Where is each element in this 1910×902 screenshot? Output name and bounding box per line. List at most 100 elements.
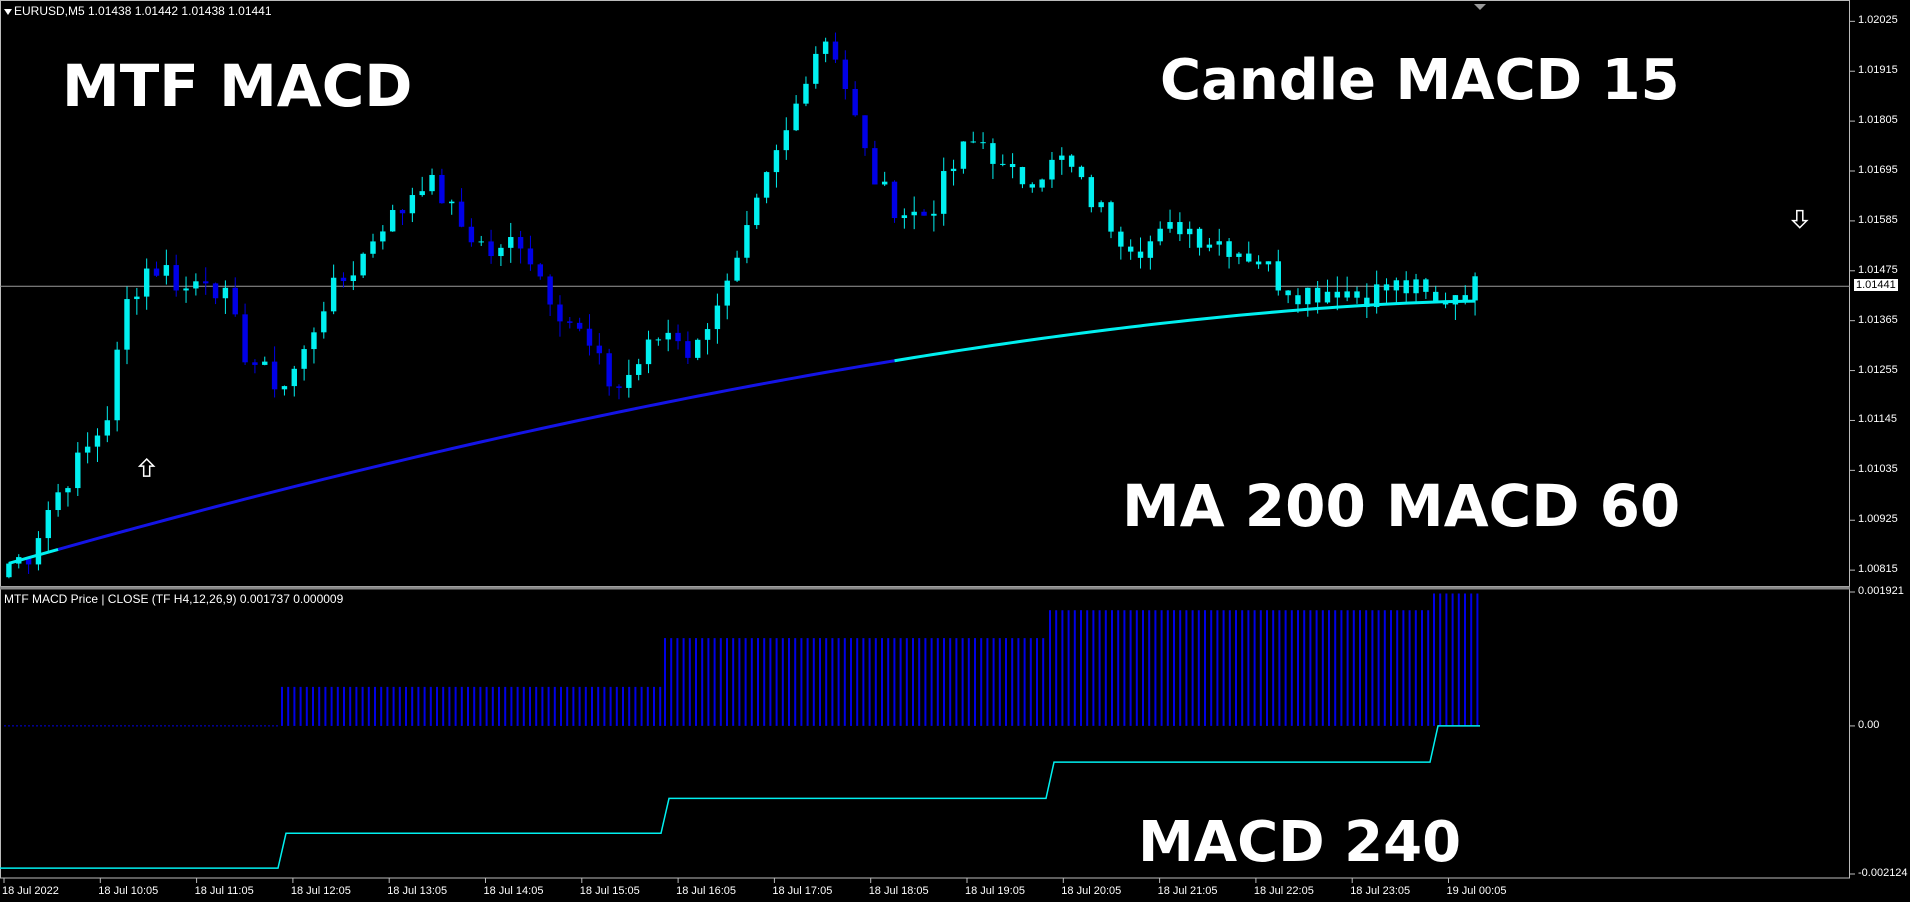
candle-body bbox=[517, 237, 524, 249]
time-tick-label: 18 Jul 16:05 bbox=[676, 885, 737, 897]
candle-body bbox=[1246, 253, 1252, 262]
candle-body bbox=[143, 268, 150, 297]
candle-body bbox=[1393, 280, 1400, 291]
candle-body bbox=[714, 305, 721, 330]
candle-body bbox=[665, 332, 671, 340]
candle-body bbox=[1314, 287, 1321, 303]
candle-body bbox=[321, 311, 327, 333]
time-tick-label: 18 Jul 15:05 bbox=[579, 885, 640, 897]
time-tick-label: 18 Jul 2022 bbox=[2, 885, 59, 897]
candle-body bbox=[1108, 202, 1114, 232]
candle-body bbox=[960, 141, 967, 169]
candle-body bbox=[744, 225, 750, 258]
candle-body bbox=[1147, 241, 1154, 258]
candle-body bbox=[84, 446, 91, 453]
candle-body bbox=[1324, 291, 1331, 303]
candle-body bbox=[1334, 291, 1341, 298]
candle-body bbox=[134, 296, 140, 300]
annotation-candle-macd: Candle MACD 15 bbox=[1160, 48, 1680, 113]
time-tick-label: 18 Jul 11:05 bbox=[194, 885, 254, 897]
candle-body bbox=[576, 322, 583, 329]
candle-body bbox=[793, 103, 799, 131]
candle-body bbox=[547, 276, 553, 305]
time-tick-label: 18 Jul 21:05 bbox=[1157, 885, 1218, 897]
candle-body bbox=[1305, 287, 1311, 305]
indicator-frame bbox=[0, 587, 1850, 879]
candle-body bbox=[685, 341, 691, 358]
candle-body bbox=[380, 231, 386, 242]
macd-signal-line bbox=[0, 725, 1480, 869]
candle-body bbox=[1265, 261, 1272, 265]
candle-body bbox=[291, 368, 297, 387]
candle-body bbox=[311, 332, 317, 350]
candle-body bbox=[616, 386, 622, 388]
indicator-tick-label: 0.001921 bbox=[1858, 585, 1904, 597]
candle-body bbox=[409, 195, 416, 214]
candle-body bbox=[1118, 231, 1124, 247]
candle-body bbox=[360, 253, 366, 276]
candle-body bbox=[94, 435, 101, 447]
candle-body bbox=[262, 361, 268, 365]
candle-body bbox=[921, 211, 927, 216]
time-tick-label: 18 Jul 20:05 bbox=[1061, 885, 1122, 897]
candle-body bbox=[832, 41, 839, 60]
candle-body bbox=[990, 143, 996, 164]
candle-body bbox=[55, 492, 61, 511]
candle-body bbox=[114, 349, 120, 421]
candle-body bbox=[1039, 179, 1045, 188]
candle-body bbox=[862, 115, 868, 149]
candle-body bbox=[1344, 291, 1350, 298]
candle-body bbox=[1009, 163, 1016, 168]
candle-body bbox=[1462, 295, 1468, 301]
dropdown-triangle-icon[interactable] bbox=[4, 9, 12, 15]
candle-body bbox=[153, 268, 160, 276]
price-tick-label: 1.01805 bbox=[1858, 114, 1898, 127]
candle-body bbox=[763, 172, 770, 198]
candle-body bbox=[212, 283, 219, 299]
price-tick-label: 1.01475 bbox=[1858, 263, 1898, 276]
candle-body bbox=[1285, 290, 1291, 296]
candle-body bbox=[596, 345, 603, 354]
candle-body bbox=[1472, 276, 1478, 301]
candle-body bbox=[1226, 241, 1232, 257]
candle-body bbox=[6, 563, 12, 578]
candle-body bbox=[950, 168, 957, 172]
time-tick-label: 18 Jul 10:05 bbox=[98, 885, 159, 897]
candle-body bbox=[1364, 297, 1370, 308]
candle-body bbox=[586, 328, 593, 346]
candle-body bbox=[1206, 244, 1213, 248]
candle-body bbox=[645, 339, 652, 365]
candle-body bbox=[822, 41, 829, 54]
candle-body bbox=[370, 241, 376, 254]
candle-body bbox=[911, 211, 917, 216]
candle-body bbox=[537, 264, 543, 277]
candle-body bbox=[399, 210, 406, 214]
candle-body bbox=[695, 339, 701, 358]
annotation-ma200: MA 200 MACD 60 bbox=[1122, 472, 1681, 540]
candle-body bbox=[527, 248, 534, 265]
candle-body bbox=[1019, 167, 1026, 185]
candle-body bbox=[970, 141, 976, 143]
candle-body bbox=[1452, 295, 1459, 305]
candle-body bbox=[478, 241, 484, 243]
shift-marker-icon bbox=[1474, 4, 1486, 10]
time-tick-label: 18 Jul 14:05 bbox=[483, 885, 544, 897]
candle-body bbox=[901, 215, 908, 219]
candle-body bbox=[242, 314, 248, 363]
candle-body bbox=[557, 304, 563, 322]
candle-body bbox=[488, 241, 494, 257]
candle-body bbox=[193, 281, 199, 289]
candle-body bbox=[340, 277, 347, 282]
price-tick-label: 1.01695 bbox=[1858, 164, 1898, 176]
candle-body bbox=[872, 148, 878, 185]
price-tick-label: 1.02025 bbox=[1858, 14, 1898, 27]
time-tick-label: 18 Jul 12:05 bbox=[290, 885, 351, 897]
candle-body bbox=[655, 339, 662, 341]
candle-body bbox=[1383, 284, 1390, 291]
candle-body bbox=[1049, 159, 1055, 180]
candle-body bbox=[419, 191, 425, 196]
candle-body bbox=[724, 280, 730, 306]
time-tick-label: 18 Jul 23:05 bbox=[1350, 885, 1411, 897]
candle-body bbox=[449, 201, 455, 204]
